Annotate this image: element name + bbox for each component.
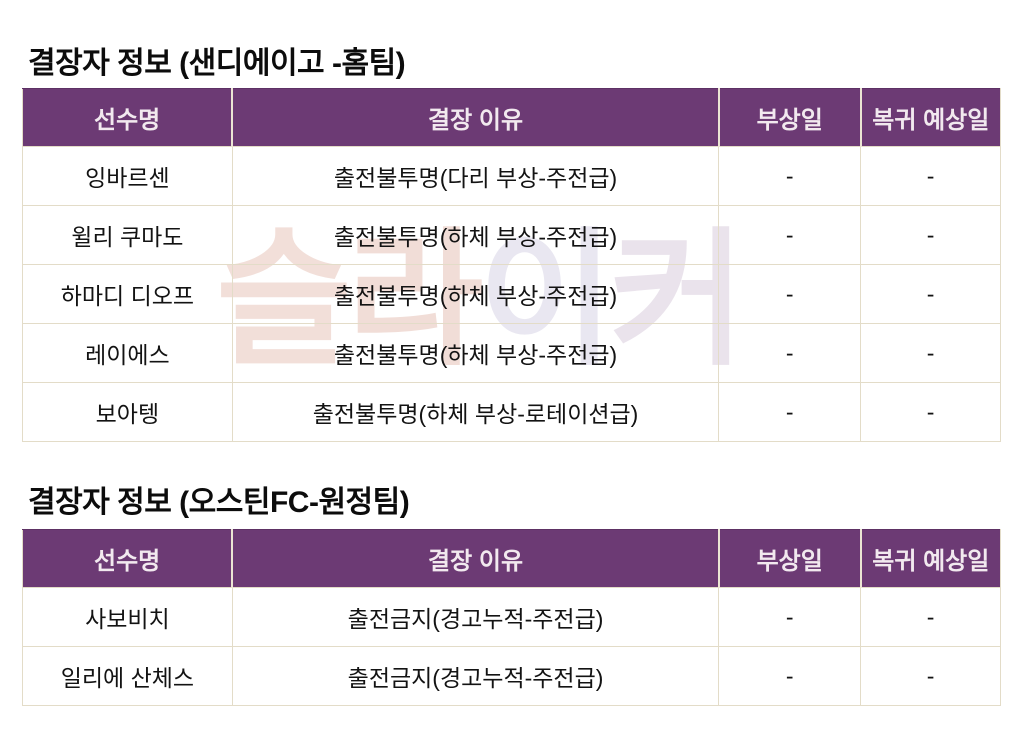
home-team-absence-title: 결장자 정보 (샌디에이고 -홈팀) <box>28 47 406 80</box>
injury-date-cell: - <box>718 146 862 206</box>
header-row: 선수명 결장 이유 부상일 복귀 예상일 <box>22 529 1001 588</box>
injury-date-cell: - <box>718 646 862 706</box>
player-name-cell: 윌리 쿠마도 <box>22 205 233 265</box>
table-row: 하마디 디오프 출전불투명(하체 부상-주전급) - - <box>22 264 1001 324</box>
absence-reason-cell: 출전불투명(하체 부상-로테이션급) <box>231 382 720 442</box>
column-header-injury-date: 부상일 <box>718 529 862 588</box>
away-team-absence-table: 선수명 결장 이유 부상일 복귀 예상일 사보비치 출전금지(경고누적-주전급) -… <box>22 529 1001 706</box>
absence-reason-cell: 출전불투명(하체 부상-주전급) <box>231 264 720 324</box>
column-header-player-name: 선수명 <box>22 529 234 588</box>
table-header: 선수명 결장 이유 부상일 복귀 예상일 <box>22 529 1001 588</box>
return-date-cell: - <box>860 146 1001 206</box>
injury-date-cell: - <box>718 323 862 383</box>
return-date-cell: - <box>860 587 1001 647</box>
absence-reason-cell: 출전불투명(다리 부상-주전급) <box>231 146 720 206</box>
table-row: 보아텡 출전불투명(하체 부상-로테이션급) - - <box>22 382 1001 442</box>
player-name-cell: 일리에 산체스 <box>22 646 233 706</box>
table-row: 레이에스 출전불투명(하체 부상-주전급) - - <box>22 323 1001 383</box>
absence-reason-cell: 출전불투명(하체 부상-주전급) <box>231 205 720 265</box>
away-team-absence-title: 결장자 정보 (오스틴FC-원정팀) <box>28 486 410 519</box>
table-body: 사보비치 출전금지(경고누적-주전급) - - 일리에 산체스 출전금지(경고누적-주전급… <box>22 587 1001 706</box>
absence-reason-cell: 출전불투명(하체 부상-주전급) <box>231 323 720 383</box>
header-row: 선수명 결장 이유 부상일 복귀 예상일 <box>22 88 1001 147</box>
player-name-cell: 사보비치 <box>22 587 233 647</box>
table-header: 선수명 결장 이유 부상일 복귀 예상일 <box>22 88 1001 147</box>
table-body: 잉바르센 출전불투명(다리 부상-주전급) - - 윌리 쿠마도 출전불투명(하체 부상-… <box>22 146 1001 442</box>
table-row: 사보비치 출전금지(경고누적-주전급) - - <box>22 587 1001 647</box>
injury-date-cell: - <box>718 382 862 442</box>
player-name-cell: 레이에스 <box>22 323 233 383</box>
player-name-cell: 보아텡 <box>22 382 233 442</box>
column-header-injury-date: 부상일 <box>718 88 862 147</box>
home-team-absence-table: 선수명 결장 이유 부상일 복귀 예상일 잉바르센 출전불투명(다리 부상-주전급… <box>22 88 1001 442</box>
absence-reason-cell: 출전금지(경고누적-주전급) <box>231 587 720 647</box>
return-date-cell: - <box>860 323 1001 383</box>
player-name-cell: 하마디 디오프 <box>22 264 233 324</box>
column-header-return-date: 복귀 예상일 <box>860 88 1001 147</box>
injury-date-cell: - <box>718 264 862 324</box>
return-date-cell: - <box>860 264 1001 324</box>
absence-reason-cell: 출전금지(경고누적-주전급) <box>231 646 720 706</box>
injury-date-cell: - <box>718 205 862 265</box>
table-row: 잉바르센 출전불투명(다리 부상-주전급) - - <box>22 146 1001 206</box>
return-date-cell: - <box>860 205 1001 265</box>
table-row: 일리에 산체스 출전금지(경고누적-주전급) - - <box>22 646 1001 706</box>
return-date-cell: - <box>860 382 1001 442</box>
table-row: 윌리 쿠마도 출전불투명(하체 부상-주전급) - - <box>22 205 1001 265</box>
column-header-return-date: 복귀 예상일 <box>860 529 1001 588</box>
player-name-cell: 잉바르센 <box>22 146 233 206</box>
column-header-player-name: 선수명 <box>22 88 234 147</box>
return-date-cell: - <box>860 646 1001 706</box>
column-header-absence-reason: 결장 이유 <box>232 529 720 588</box>
injury-date-cell: - <box>718 587 862 647</box>
column-header-absence-reason: 결장 이유 <box>232 88 720 147</box>
